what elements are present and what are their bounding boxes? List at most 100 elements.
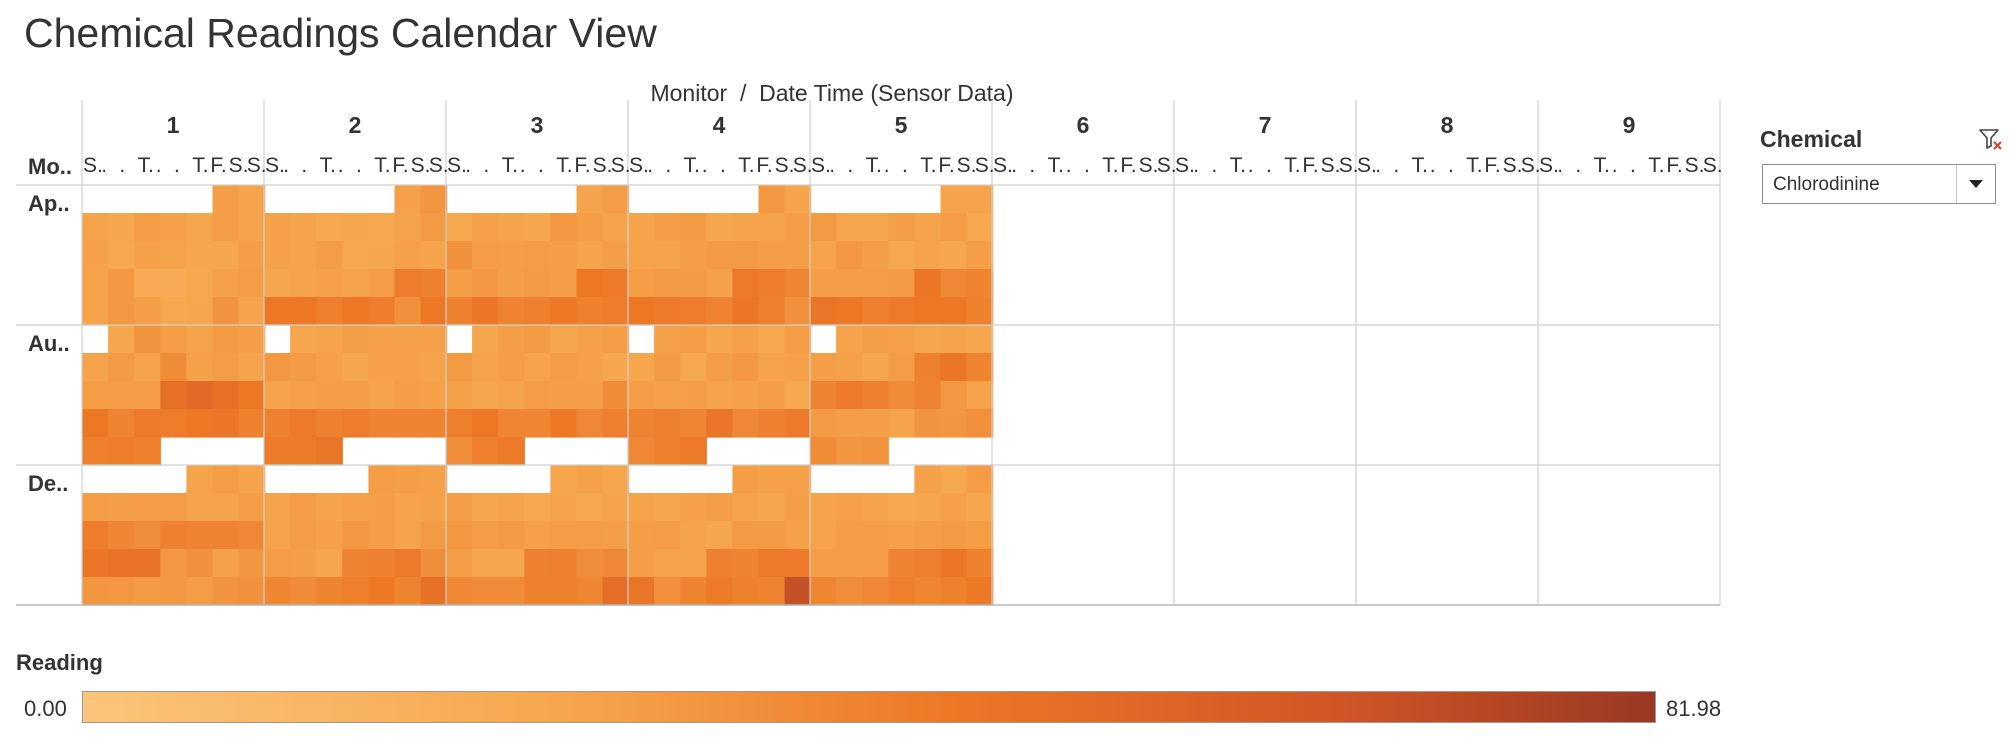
heatmap-cell (940, 493, 968, 522)
heatmap-cell (446, 213, 473, 242)
heatmap-cell (134, 269, 161, 298)
heatmap-cell (446, 269, 473, 298)
monitor-labels: 1 2 3 4 5 6 7 8 9 (167, 112, 1636, 138)
monitor-label: 7 (1259, 112, 1272, 138)
heatmap-cell (836, 269, 863, 298)
heatmap-cell (108, 213, 135, 242)
day-label: . (1557, 154, 1563, 177)
heatmap-cell (472, 549, 499, 578)
heatmap-cell (316, 549, 343, 578)
heatmap-cell (550, 241, 578, 270)
heatmap-cell (706, 381, 733, 410)
heatmap-cell (836, 325, 863, 354)
heatmap-cell (628, 353, 655, 382)
heatmap-cell (576, 465, 604, 494)
heatmap-cell (212, 325, 240, 354)
heatmap-cell (784, 241, 812, 270)
heatmap-cell (420, 269, 448, 298)
day-label: . (1612, 154, 1618, 177)
heatmap-cell (134, 353, 161, 382)
chart-header-title: Monitor / Date Time (Sensor Data) (650, 80, 1013, 106)
day-label: T. (138, 154, 154, 177)
heatmap-cell (264, 297, 291, 326)
heatmap-cell (836, 493, 863, 522)
heatmap-cell (836, 577, 863, 606)
heatmap-cell (706, 213, 733, 242)
heatmap-cell (498, 325, 525, 354)
heatmap-cell (862, 577, 889, 606)
filter-clear-icon[interactable] (1978, 127, 2004, 151)
heatmap-cell (446, 297, 473, 326)
heatmap-cell (420, 521, 448, 550)
heatmap-cell (316, 409, 343, 438)
heatmap-cell (238, 213, 266, 242)
heatmap-cell (602, 241, 630, 270)
heatmap-cell (264, 353, 291, 382)
day-label: S. (993, 154, 1013, 177)
heatmap-cell (576, 241, 604, 270)
heatmap-cell (680, 325, 707, 354)
day-label: T. (1412, 154, 1428, 177)
heatmap-cell (498, 437, 525, 466)
heatmap-cell (212, 213, 240, 242)
day-label: S. (447, 154, 467, 177)
heatmap-cell (186, 577, 214, 606)
month-label: Ap.. (28, 191, 70, 216)
heatmap-cell (82, 381, 109, 410)
heatmap-cell (394, 213, 422, 242)
heatmap-cell (628, 493, 655, 522)
heatmap-cell (602, 325, 630, 354)
heatmap-cell (602, 381, 630, 410)
heatmap-cell (966, 297, 994, 326)
heatmap-cell (316, 521, 343, 550)
heatmap-cell (914, 577, 942, 606)
heatmap-cell (732, 381, 760, 410)
heatmap-cell (654, 381, 681, 410)
heatmap-cell (394, 381, 422, 410)
heatmap-cell (368, 269, 396, 298)
heatmap-cell (524, 409, 551, 438)
day-label: S. (775, 154, 795, 177)
heatmap-cell (680, 549, 707, 578)
heatmap-cell (238, 353, 266, 382)
day-label: S. (1339, 154, 1359, 177)
heatmap-cell (758, 381, 786, 410)
heatmap-cell (368, 241, 396, 270)
heatmap-cell (394, 269, 422, 298)
day-label: . (1575, 154, 1581, 177)
heatmap-cell (316, 325, 343, 354)
chevron-down-icon[interactable] (1956, 165, 1995, 203)
heatmap-cell (472, 325, 499, 354)
heatmap-cell (212, 381, 240, 410)
heatmap-cell (888, 269, 915, 298)
heatmap-cell (914, 493, 942, 522)
heatmap-cell (576, 577, 604, 606)
month-label: Au.. (28, 331, 70, 356)
heatmap-cell (888, 493, 915, 522)
day-label: S. (411, 154, 431, 177)
heatmap-cell (758, 241, 786, 270)
day-label: . (520, 154, 526, 177)
heatmap-cell (758, 213, 786, 242)
day-label: F. (756, 154, 772, 177)
day-label: . (847, 154, 853, 177)
heatmap-cell (628, 269, 655, 298)
heatmap-cell (966, 325, 994, 354)
heatmap-cell (940, 269, 968, 298)
chemical-select[interactable]: Chlorodinine (1762, 164, 1996, 204)
heatmap-cell (108, 353, 135, 382)
heatmap-cell (888, 297, 915, 326)
heatmap-cell (186, 241, 214, 270)
heatmap-cell (472, 409, 499, 438)
heatmap-cell (446, 493, 473, 522)
heatmap-cell (446, 577, 473, 606)
day-label: . (1248, 154, 1254, 177)
heatmap-cell (888, 241, 915, 270)
heatmap-cell (420, 353, 448, 382)
day-label: S. (611, 154, 631, 177)
heatmap-cell (602, 549, 630, 578)
heatmap-cell (394, 353, 422, 382)
heatmap-cell (264, 381, 291, 410)
heatmap-cell (784, 577, 812, 606)
heatmap-cell (966, 493, 994, 522)
